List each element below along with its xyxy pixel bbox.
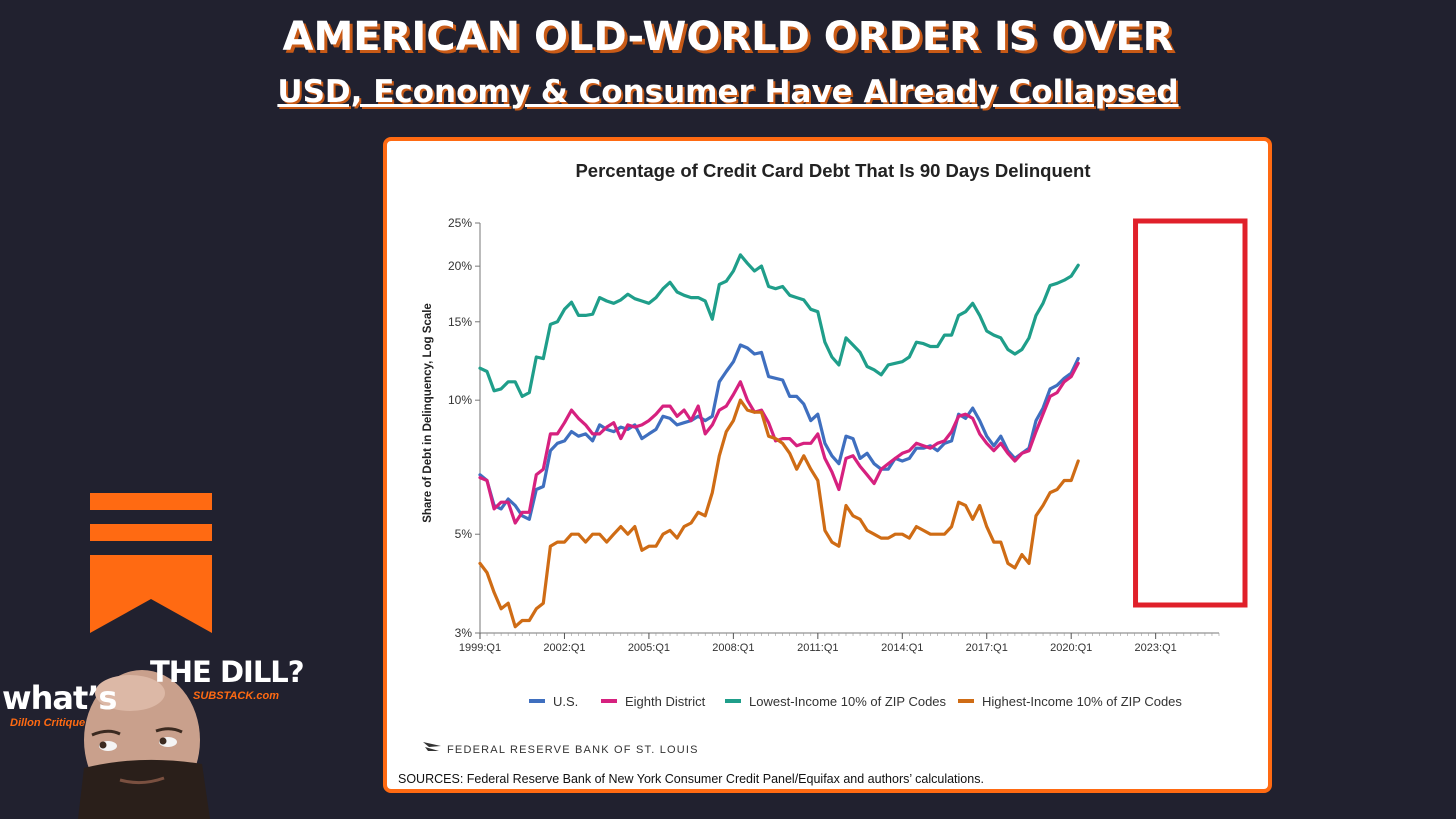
x-tick-label: 2002:Q1 [543,642,585,654]
legend: U.S. Eighth District Lowest-Income 10% of … [529,694,1182,709]
legend-label: U.S. [553,694,578,709]
y-tick-label: 3% [455,626,473,640]
chart-svg: Percentage of Credit Card Debt That Is 9… [398,160,1248,786]
x-tick-label: 2017:Q1 [966,642,1008,654]
legend-label: Eighth District [625,694,706,709]
legend-item: U.S. [529,694,578,709]
x-tick-label: 1999:Q1 [459,642,501,654]
chart-title: Percentage of Credit Card Debt That Is 9… [575,160,1090,181]
x-tick-label: 2014:Q1 [881,642,923,654]
y-tick-label: 5% [455,527,473,541]
y-axis-label: Share of Debt in Delinquency, Log Scale [422,303,434,523]
y-tick-label: 20% [448,259,472,273]
series-line [478,361,1080,525]
institution-label: FEDERAL RESERVE BANK OF ST. LOUIS [447,744,699,756]
brand-whats: what’s [2,679,117,717]
series-line [478,343,1080,521]
frb-logo-icon [423,742,441,751]
avatar [78,670,210,819]
legend-item: Lowest-Income 10% of ZIP Codes [725,694,947,709]
legend-label: Lowest-Income 10% of ZIP Codes [749,694,947,709]
x-tick-label: 2005:Q1 [628,642,670,654]
brand-domain: SUBSTACK.com [193,690,279,702]
headline: AMERICAN OLD-WORLD ORDER IS OVER [282,14,1174,60]
legend-item: Highest-Income 10% of ZIP Codes [958,694,1182,709]
x-tick-label: 2020:Q1 [1050,642,1092,654]
x-tick-label: 2008:Q1 [712,642,754,654]
y-tick-label: 15% [448,315,472,329]
y-tick-label: 10% [448,393,472,407]
y-tick-label: 25% [448,216,472,230]
subheadline: USD, Economy & Consumer Have Already Col… [277,74,1179,110]
x-tick-label: 2011:Q1 [797,642,838,654]
chart-card: Percentage of Credit Card Debt That Is 9… [383,137,1272,793]
series-line [478,398,1080,629]
sources-note: SOURCES: Federal Reserve Bank of New Yor… [398,772,984,786]
substack-logo-icon [90,493,212,633]
legend-item: Eighth District [601,694,706,709]
series-line [478,253,1080,398]
brand-title: THE DILL? [150,655,305,689]
brand-author: Dillon Critique [10,717,86,729]
x-tick-label: 2023:Q1 [1135,642,1177,654]
highlight-box [1133,218,1248,608]
legend-label: Highest-Income 10% of ZIP Codes [982,694,1182,709]
